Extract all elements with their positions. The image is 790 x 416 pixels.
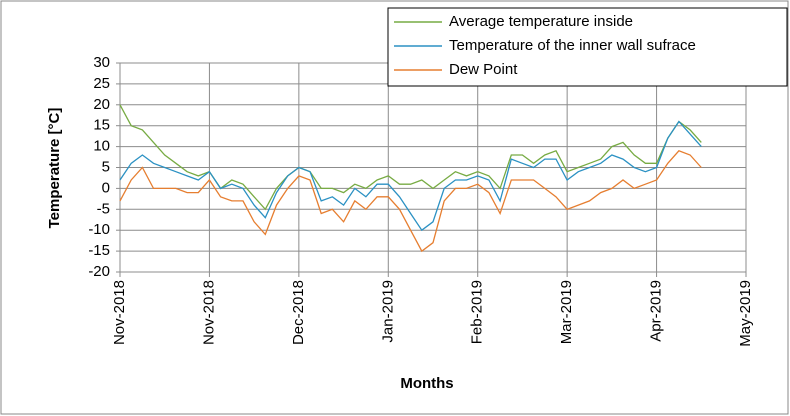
x-tick-label: May-2019 (737, 280, 754, 347)
y-tick-label: 5 (102, 158, 110, 175)
legend-label: Dew Point (449, 61, 518, 78)
y-tick-label: 30 (93, 54, 110, 71)
y-tick-label: 20 (93, 96, 110, 113)
y-axis-label: Temperature [°C] (46, 108, 63, 229)
x-tick-label: Dec-2018 (290, 280, 307, 345)
y-tick-label: -5 (97, 200, 110, 217)
series-line (119, 150, 702, 253)
x-axis-label: Months (400, 375, 453, 392)
x-tick-label: Jan-2019 (379, 280, 396, 343)
legend-label: Temperature of the inner wall sufrace (449, 37, 696, 54)
series-line (119, 120, 702, 232)
legend-label: Average temperature inside (449, 13, 633, 30)
x-tick-label: Mar-2019 (558, 280, 575, 344)
y-tick-label: -10 (88, 221, 110, 238)
y-tick-label: 25 (93, 75, 110, 92)
y-tick-label: 15 (93, 117, 110, 134)
x-tick-label: Nov-2018 (200, 280, 217, 345)
y-tick-label: 0 (102, 179, 110, 196)
y-tick-label: 10 (93, 138, 110, 155)
y-tick-label: -20 (88, 263, 110, 280)
legend-box (387, 7, 788, 87)
x-tick-label: Apr-2019 (648, 280, 665, 342)
y-tick-label: -15 (88, 242, 110, 259)
x-tick-label: Feb-2019 (469, 280, 486, 344)
x-tick-label: Nov-2018 (111, 280, 128, 345)
